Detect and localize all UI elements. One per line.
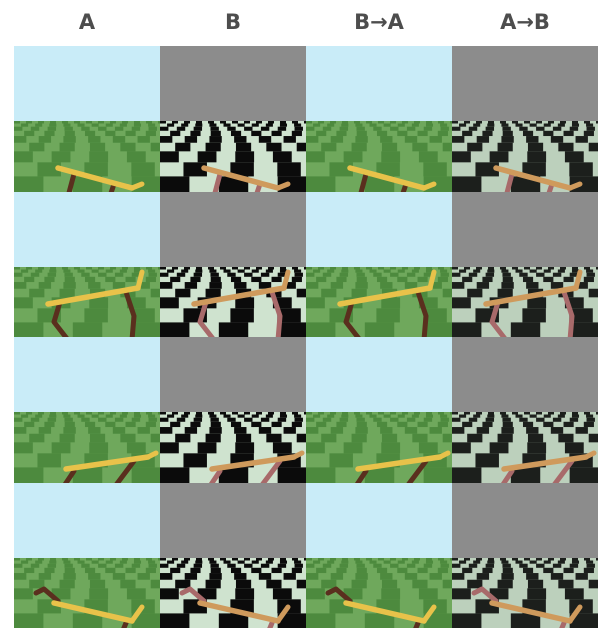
frame-cell	[306, 482, 452, 628]
checker-floor	[14, 121, 160, 192]
robot-agent	[355, 450, 451, 483]
robot-agent	[63, 450, 159, 483]
checker-floor	[452, 557, 598, 628]
simulation-frame	[452, 482, 598, 628]
sky-background	[14, 482, 160, 558]
simulation-frame	[160, 191, 306, 337]
simulation-frame	[14, 46, 160, 192]
simulation-frame	[452, 46, 598, 192]
frame-cell	[14, 337, 160, 483]
frame-cell	[452, 337, 598, 483]
robot-agent	[33, 586, 145, 628]
simulation-frame	[160, 337, 306, 483]
robot-agent	[209, 450, 305, 483]
simulation-frame	[160, 482, 306, 628]
robot-agent	[471, 586, 583, 628]
simulation-frame	[160, 46, 306, 192]
robot-agent	[191, 269, 291, 337]
sky-background	[160, 46, 306, 121]
simulation-frame	[14, 482, 160, 628]
sky-background	[306, 191, 452, 267]
checker-floor	[306, 557, 452, 628]
frame-cell	[306, 191, 452, 337]
sky-background	[14, 337, 160, 412]
column-label-a: A	[78, 10, 96, 34]
frame-cell	[14, 482, 160, 628]
frame-cell	[14, 46, 160, 192]
robot-agent	[179, 586, 291, 628]
simulation-frame	[306, 46, 452, 192]
simulation-frame	[306, 482, 452, 628]
sky-background	[160, 482, 306, 558]
robot-agent	[493, 165, 583, 192]
sky-background	[452, 337, 598, 412]
sky-background	[452, 191, 598, 267]
frame-cell	[452, 191, 598, 337]
robot-agent	[201, 165, 291, 192]
frame-cell	[160, 46, 306, 192]
frame-cell	[452, 46, 598, 192]
frame-cell	[306, 46, 452, 192]
checker-floor	[306, 121, 452, 192]
simulation-frame	[306, 337, 452, 483]
frame-cell	[14, 191, 160, 337]
frame-cell	[160, 337, 306, 483]
robot-agent	[483, 269, 583, 337]
frame-cell	[160, 482, 306, 628]
checker-floor	[306, 412, 452, 483]
column-label-b: B	[224, 10, 241, 34]
column-label-a-to-b: A→B	[500, 10, 550, 34]
simulation-frame	[452, 191, 598, 337]
sky-background	[14, 46, 160, 121]
column-label-b-to-a: B→A	[354, 10, 404, 34]
checker-floor	[160, 412, 306, 483]
robot-agent	[45, 269, 145, 337]
checker-floor	[14, 412, 160, 483]
sky-background	[452, 46, 598, 121]
checker-floor	[452, 121, 598, 192]
sky-background	[306, 46, 452, 121]
sky-background	[14, 191, 160, 267]
frame-cell	[306, 337, 452, 483]
column-header-row: A B B→A A→B	[14, 0, 612, 46]
simulation-frame	[306, 191, 452, 337]
checker-floor	[160, 557, 306, 628]
checker-floor	[452, 412, 598, 483]
robot-agent	[325, 586, 437, 628]
sky-background	[160, 337, 306, 412]
robot-agent	[347, 165, 437, 192]
sky-background	[306, 482, 452, 558]
sky-background	[452, 482, 598, 558]
frame-grid	[14, 46, 598, 628]
simulation-frame	[452, 337, 598, 483]
frame-cell	[160, 191, 306, 337]
robot-agent	[501, 450, 597, 483]
sky-background	[160, 191, 306, 267]
simulation-frame	[14, 337, 160, 483]
robot-agent	[55, 165, 145, 192]
checker-floor	[160, 121, 306, 192]
sky-background	[306, 337, 452, 412]
frame-cell	[452, 482, 598, 628]
simulation-frame	[14, 191, 160, 337]
robot-agent	[337, 269, 437, 337]
